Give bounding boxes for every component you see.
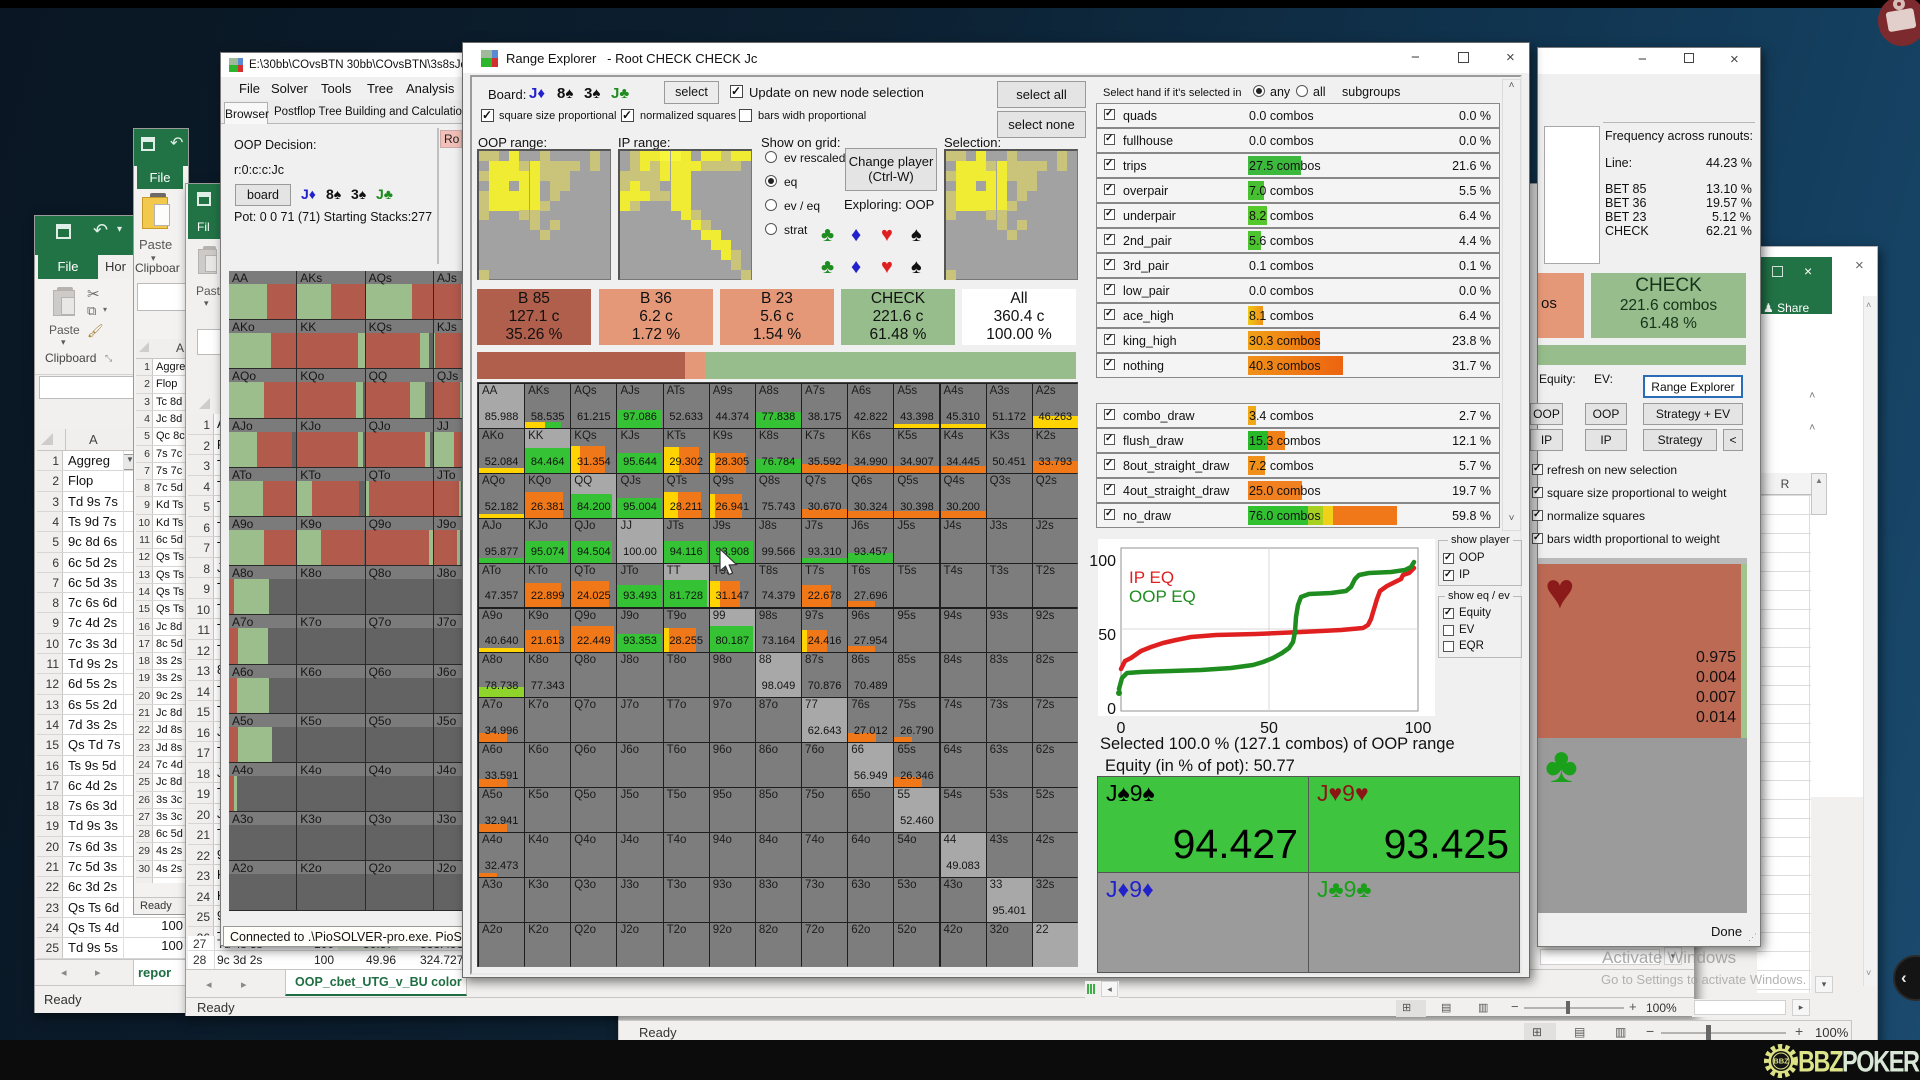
svg-text:50: 50 xyxy=(1260,720,1278,737)
svg-text:BBZ: BBZ xyxy=(1773,1057,1789,1066)
svg-text:0: 0 xyxy=(1117,720,1126,737)
svg-text:BBZPOKER: BBZPOKER xyxy=(1798,1045,1920,1078)
svg-text:100: 100 xyxy=(1405,720,1432,737)
svg-text:0: 0 xyxy=(1107,701,1116,718)
svg-text:OOP EQ: OOP EQ xyxy=(1129,587,1196,606)
svg-text:50: 50 xyxy=(1098,627,1116,644)
svg-text:100: 100 xyxy=(1089,553,1116,570)
svg-text:IP EQ: IP EQ xyxy=(1129,568,1174,587)
